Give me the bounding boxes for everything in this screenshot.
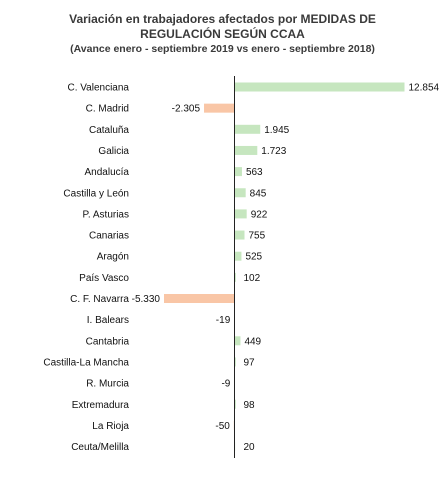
category-label-la-rioja: La Rioja	[92, 421, 129, 432]
value-label-cataluna: 1.945	[264, 125, 289, 136]
value-label-andalucia: 563	[246, 167, 263, 178]
value-label-ceuta-melilla: 20	[244, 442, 256, 453]
value-label-c-madrid: -2.305	[172, 104, 201, 115]
bar-aragon	[234, 251, 242, 261]
category-label-cantabria: Cantabria	[86, 336, 130, 347]
bar-andalucia	[234, 167, 242, 177]
value-label-extremadura: 98	[244, 400, 256, 411]
category-label-castilla-la-mancha: Castilla-La Mancha	[43, 357, 129, 368]
bar-c-valenciana	[234, 82, 405, 92]
bar-galicia	[234, 145, 258, 155]
bar-c-f-navarra	[164, 294, 235, 303]
value-label-i-balears: -19	[216, 315, 231, 326]
value-label-pais-vasco: 102	[244, 273, 261, 284]
category-label-cataluna: Cataluña	[89, 125, 129, 136]
category-label-andalucia: Andalucía	[85, 167, 130, 178]
category-label-p-asturias: P. Asturias	[82, 209, 129, 220]
value-label-castilla-la-mancha: 97	[244, 357, 256, 368]
category-label-pais-vasco: País Vasco	[79, 273, 129, 284]
value-label-castilla-y-leon: 845	[250, 188, 267, 199]
chart-title-line2: REGULACIÓN SEGÚN CCAA	[140, 27, 305, 41]
value-label-r-murcia: -9	[221, 379, 230, 390]
value-label-canarias: 755	[248, 231, 265, 242]
value-label-p-asturias: 922	[251, 209, 268, 220]
bar-cantabria	[234, 336, 241, 346]
chart-title-line1: Variación en trabajadores afectados por …	[69, 12, 376, 26]
category-label-i-balears: I. Balears	[87, 315, 129, 326]
category-label-c-valenciana: C. Valenciana	[67, 83, 129, 94]
bar-canarias	[234, 230, 245, 240]
bar-p-asturias	[234, 209, 247, 219]
category-label-castilla-y-leon: Castilla y León	[63, 188, 129, 199]
category-label-c-f-navarra: C. F. Navarra	[70, 294, 129, 305]
bar-cataluna	[234, 124, 261, 134]
value-label-c-valenciana: 12.854	[409, 83, 440, 94]
value-label-la-rioja: -50	[215, 421, 230, 432]
value-label-cantabria: 449	[244, 336, 261, 347]
value-label-c-f-navarra: -5.330	[132, 294, 161, 305]
bar-castilla-y-leon	[234, 188, 246, 198]
category-label-extremadura: Extremadura	[72, 400, 130, 411]
category-label-ceuta-melilla: Ceuta/Melilla	[71, 442, 129, 453]
category-label-galicia: Galicia	[98, 146, 129, 157]
bar-extremadura	[234, 399, 236, 409]
bar-castilla-la-mancha	[234, 357, 236, 367]
value-label-galicia: 1.723	[261, 146, 286, 157]
value-label-aragon: 525	[245, 252, 262, 263]
bar-c-madrid	[204, 103, 235, 113]
category-label-canarias: Canarias	[89, 231, 129, 242]
bar-pais-vasco	[234, 272, 236, 282]
category-label-c-madrid: C. Madrid	[86, 104, 129, 115]
chart-subtitle: (Avance enero - septiembre 2019 vs enero…	[70, 43, 375, 55]
category-label-aragon: Aragón	[97, 252, 129, 263]
category-label-r-murcia: R. Murcia	[86, 379, 129, 390]
